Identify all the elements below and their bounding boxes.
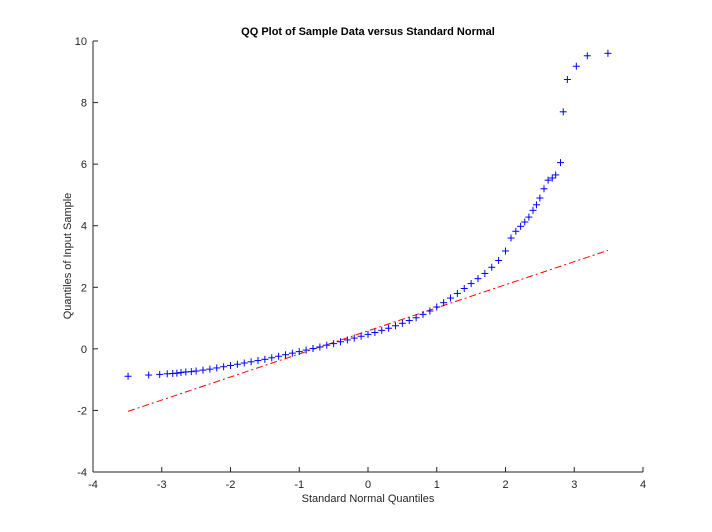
data-point [192,367,200,375]
reference-line [127,249,609,412]
data-point [350,334,358,342]
data-point [481,269,489,277]
data-point [357,332,365,340]
data-point [502,247,509,255]
data-point [495,257,503,265]
y-tick-label: -4 [77,467,87,479]
data-point [521,218,529,226]
data-point [419,310,427,318]
data-point [507,234,515,242]
data-point [199,366,207,374]
data-point [544,176,552,184]
axes [92,40,644,473]
data-point [525,213,533,221]
data-point [532,201,540,209]
x-tick-label: 0 [365,479,371,491]
y-tick-label: 2 [81,282,87,294]
y-tick-label: 4 [81,221,87,233]
data-point [295,348,303,356]
data-point [572,62,580,70]
data-point [268,354,276,362]
data-point [227,361,234,369]
data-point [177,369,185,377]
data-point [412,314,420,322]
data-point [433,303,441,311]
data-point [371,329,379,337]
x-tick-label: 4 [640,479,646,491]
data-point [385,324,393,332]
data-point [378,326,386,334]
y-tick-label: 0 [81,344,87,356]
data-point [447,294,454,302]
x-tick-label: 2 [502,479,508,491]
data-point [517,222,525,230]
data-point [540,185,548,193]
data-point [233,360,241,368]
data-point [330,340,338,348]
data-point [323,341,331,349]
data-point [604,49,612,57]
data-point [288,349,296,357]
data-points [124,49,612,380]
data-point [316,343,324,351]
data-point [282,351,289,359]
data-point [440,299,448,307]
data-point [405,317,413,325]
x-tick-label: -1 [294,479,304,491]
data-point [261,355,269,363]
x-tick-label: 3 [571,479,577,491]
data-point [398,319,406,327]
x-tick-label: -4 [88,479,98,491]
data-point [275,352,283,360]
x-axis-label: Standard Normal Quantiles [302,493,435,505]
y-tick-label: 6 [81,159,87,171]
data-point [206,365,214,373]
data-point [426,307,434,315]
data-point [187,368,195,376]
data-point [563,75,571,83]
data-point [453,289,461,297]
data-point [145,371,153,379]
y-tick-label: 10 [75,36,87,48]
data-point [474,275,482,283]
data-point [337,338,344,346]
data-point [583,52,591,60]
y-axis-label: Quantiles of Input Sample [62,193,74,320]
data-point [364,330,372,338]
y-tick-label: 8 [81,98,87,110]
data-point [559,108,567,116]
x-tick-label: -3 [157,479,167,491]
data-point [254,357,262,365]
x-tick-label: 1 [434,479,440,491]
data-point [557,159,564,167]
data-point [392,322,399,330]
data-point [173,369,181,377]
data-point [512,227,520,235]
data-point [124,372,132,380]
data-point [156,370,164,378]
data-point [343,336,351,344]
y-tick-label: -2 [77,405,87,417]
data-point [536,194,544,202]
reference-line-layer [127,249,609,412]
data-point [240,359,248,367]
data-point [488,263,496,271]
data-point [548,174,556,182]
data-point [220,363,228,371]
chart-title: QQ Plot of Sample Data versus Standard N… [241,26,495,38]
data-point [460,285,468,293]
data-point [467,280,475,288]
x-tick-label: -2 [226,479,236,491]
tick-labels: -4 -3 -2 -1 0 1 2 3 4 -4 -2 0 2 4 6 8 10 [75,36,646,491]
data-point [309,345,317,353]
data-point [529,206,537,214]
data-point [247,358,255,366]
data-point [213,364,221,372]
data-point [552,171,560,179]
data-point [302,346,310,354]
